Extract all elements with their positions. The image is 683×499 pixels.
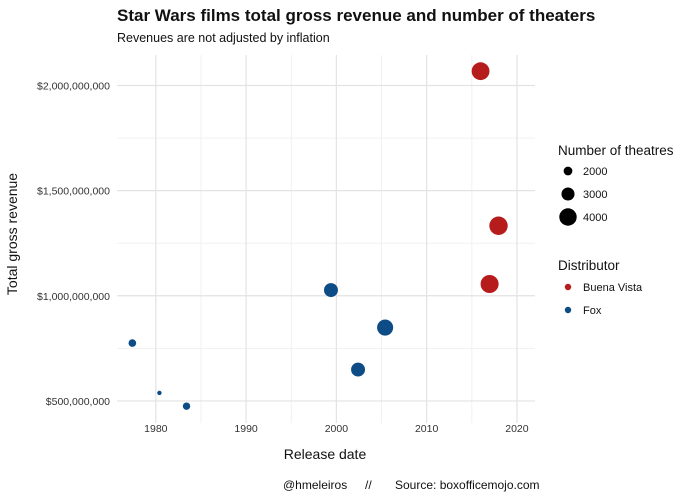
y-tick-label: $1,500,000,000 [37,186,110,198]
y-tick-label: $500,000,000 [46,396,110,408]
data-point [157,390,162,396]
x-tick-label: 1990 [234,423,258,435]
chart-subtitle: Revenues are not adjusted by inflation [117,31,330,45]
caption-handle: @hmeleiros [283,478,347,492]
caption-source: Source: boxofficemojo.com [395,478,540,492]
x-tick-labels: 1980 1990 2000 2010 2020 [144,423,529,435]
size-legend-title: Number of theatres [558,143,674,158]
data-point [323,283,338,298]
size-legend: Number of theatres 2000 3000 4000 [558,143,674,226]
data-point [377,319,394,336]
y-axis-title: Total gross revenue [4,173,20,295]
y-tick-label: $2,000,000,000 [37,80,110,92]
x-tick-label: 1980 [144,423,168,435]
data-point [489,216,508,235]
size-legend-key [559,208,577,226]
color-legend-label: Fox [583,305,602,317]
color-legend-title: Distributor [558,258,620,273]
data-point [182,402,191,410]
color-legend: Distributor Buena Vista Fox [558,258,643,317]
y-tick-label: $1,000,000,000 [37,291,110,303]
color-legend-label: Buena Vista [583,282,643,294]
size-legend-key [561,187,575,201]
size-legend-label: 3000 [583,189,607,201]
x-tick-label: 2000 [325,423,349,435]
size-legend-key [563,166,573,176]
size-legend-label: 4000 [583,212,607,224]
caption-separator: // [365,478,372,492]
x-axis-title: Release date [284,446,367,462]
x-tick-label: 2010 [415,423,439,435]
color-legend-key [564,306,572,314]
data-points [128,62,508,410]
data-point [471,62,490,81]
data-point [351,362,366,377]
y-tick-labels: $500,000,000 $1,000,000,000 $1,500,000,000… [37,80,110,407]
x-tick-label: 2020 [505,423,529,435]
data-point [128,339,137,347]
data-point [480,274,499,294]
color-legend-key [564,283,572,291]
size-legend-label: 2000 [583,166,607,178]
grid-lines [117,55,535,423]
chart-title: Star Wars films total gross revenue and … [117,6,595,25]
